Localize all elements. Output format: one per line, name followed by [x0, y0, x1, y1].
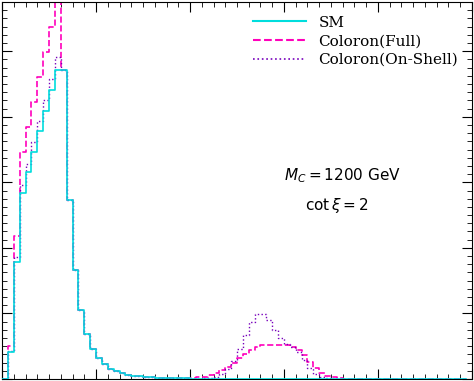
- Legend: SM, Coloron(Full), Coloron(On-Shell): SM, Coloron(Full), Coloron(On-Shell): [246, 10, 464, 73]
- Text: $\cot\xi = 2$: $\cot\xi = 2$: [305, 196, 369, 215]
- Text: $M_C = 1200\ \mathrm{GeV}$: $M_C = 1200\ \mathrm{GeV}$: [284, 166, 401, 185]
